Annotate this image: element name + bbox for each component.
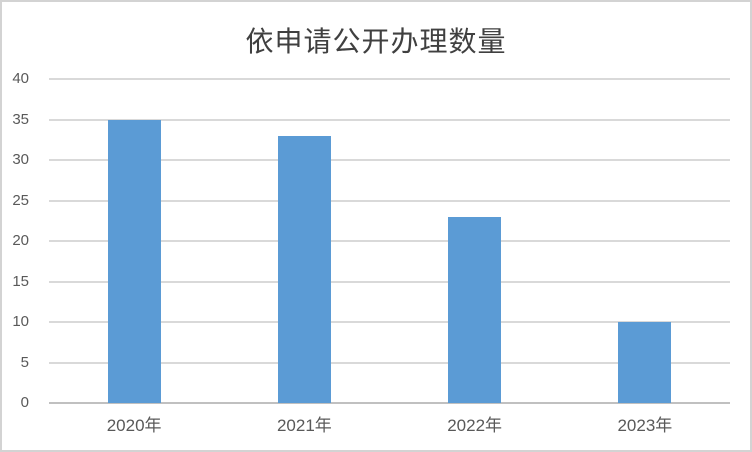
y-axis-tick-label: 30: [12, 151, 29, 168]
y-axis-tick-label: 25: [12, 191, 29, 209]
gridline: [49, 199, 730, 202]
y-axis-tick-label: 15: [12, 272, 29, 290]
y-axis-tick-label: 5: [20, 353, 29, 371]
bar-2021年: [277, 135, 331, 403]
gridline: [49, 78, 730, 80]
x-axis-category-label: 2021年: [276, 416, 332, 435]
bar-2020年: [107, 119, 161, 403]
y-axis-tick-label: 10: [12, 313, 29, 330]
plot-area: [49, 78, 730, 404]
gridline: [49, 280, 730, 283]
bar-2022年: [448, 216, 502, 403]
gridline: [49, 118, 730, 121]
y-axis-tick-label: 0: [20, 394, 29, 411]
y-axis-tick-label: 20: [12, 232, 29, 249]
gridline: [49, 159, 730, 161]
y-axis-tick-label: 40: [12, 70, 29, 87]
gridline: [49, 240, 730, 242]
bar-2023年: [618, 322, 672, 403]
x-axis-line: [49, 402, 730, 404]
chart-title: 依申请公开办理数量: [245, 27, 507, 58]
x-axis-category-label: 2022年: [447, 416, 503, 435]
x-axis-category-label: 2023年: [617, 416, 673, 435]
x-axis-category-label: 2020年: [106, 416, 162, 435]
y-axis-tick-label: 35: [12, 110, 29, 128]
gridline: [49, 361, 730, 364]
gridline: [49, 321, 730, 323]
